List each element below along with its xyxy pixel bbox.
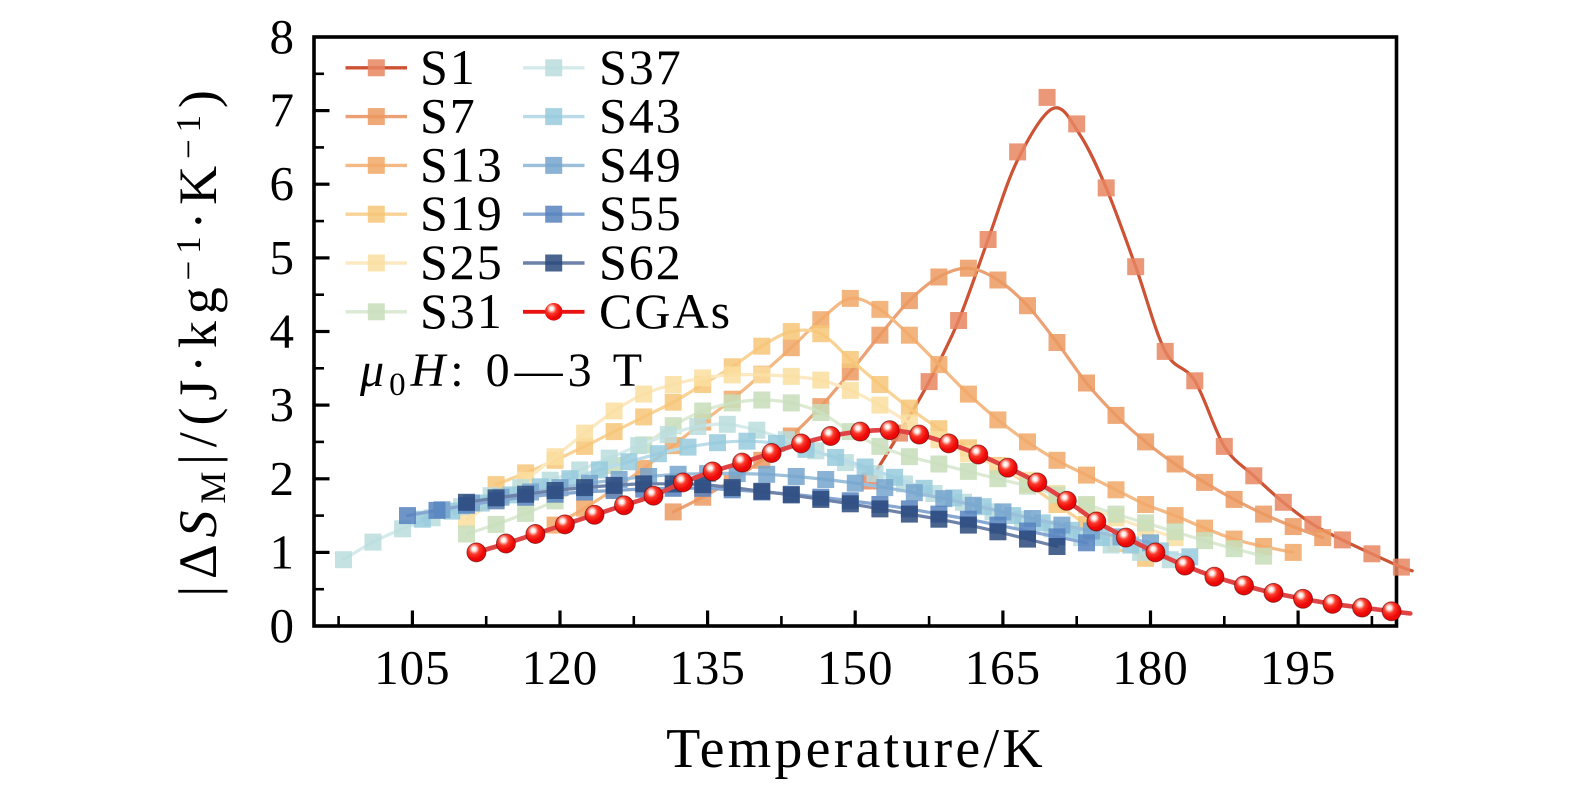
svg-text:S7: S7 xyxy=(420,88,477,144)
svg-text:150: 150 xyxy=(817,640,894,695)
svg-text:7: 7 xyxy=(270,83,295,138)
svg-text:105: 105 xyxy=(374,640,451,695)
svg-text:5: 5 xyxy=(270,230,295,285)
svg-text:S19: S19 xyxy=(420,185,504,241)
svg-text:S1: S1 xyxy=(420,39,477,95)
svg-text:S25: S25 xyxy=(420,234,504,290)
svg-text:S55: S55 xyxy=(599,185,683,241)
svg-text:Temperature/K: Temperature/K xyxy=(666,718,1046,780)
svg-text:CGAs: CGAs xyxy=(599,283,732,339)
svg-text:2: 2 xyxy=(270,451,295,506)
svg-text:8: 8 xyxy=(270,9,295,64)
svg-text:S37: S37 xyxy=(599,39,683,95)
svg-text:4: 4 xyxy=(270,304,295,359)
svg-text:0: 0 xyxy=(270,598,295,653)
svg-text:S31: S31 xyxy=(420,283,504,339)
svg-text:195: 195 xyxy=(1260,640,1337,695)
svg-text:S62: S62 xyxy=(599,234,683,290)
svg-text:S43: S43 xyxy=(599,88,683,144)
svg-text:135: 135 xyxy=(669,640,746,695)
svg-text:|ΔSM|/(J·kg−1·K−1): |ΔSM|/(J·kg−1·K−1) xyxy=(168,83,233,596)
svg-text:μ0H: 0—3 T: μ0H: 0—3 T xyxy=(359,344,647,403)
svg-text:1: 1 xyxy=(270,524,295,579)
svg-text:165: 165 xyxy=(965,640,1042,695)
svg-text:6: 6 xyxy=(270,156,295,211)
svg-text:180: 180 xyxy=(1112,640,1189,695)
svg-text:S49: S49 xyxy=(599,136,683,192)
svg-text:120: 120 xyxy=(522,640,599,695)
svg-text:3: 3 xyxy=(270,377,295,432)
svg-text:S13: S13 xyxy=(420,136,504,192)
